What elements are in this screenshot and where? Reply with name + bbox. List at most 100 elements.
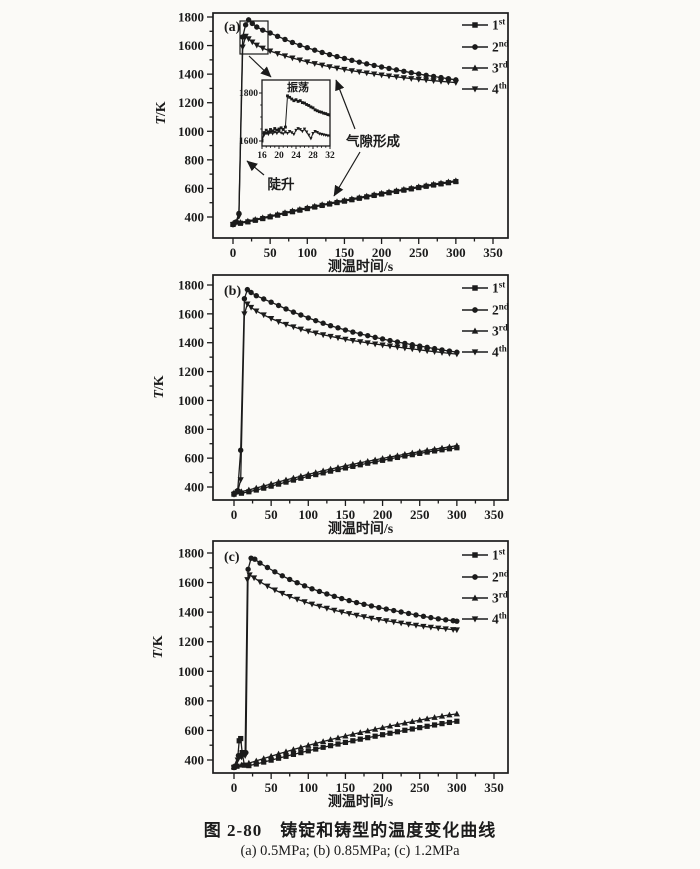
- legend-label: 1st: [492, 547, 505, 563]
- x-axis-label: 测温时间/s: [328, 793, 394, 810]
- panel-label: (c): [224, 550, 240, 565]
- annotation-text: 气隙形成: [345, 133, 400, 149]
- legend-label: 2nd: [492, 569, 509, 585]
- x-axis-label: 测温时间/s: [328, 520, 394, 537]
- svg-text:16: 16: [257, 151, 267, 161]
- axis-ticks: [207, 284, 495, 506]
- legend-label: 1st: [492, 280, 505, 296]
- y-tick-label: 1600: [178, 306, 204, 321]
- x-tick-label: 0: [230, 245, 237, 260]
- y-tick-label: 1000: [178, 393, 204, 408]
- y-tick-label: 800: [185, 152, 205, 167]
- plot-box: [212, 12, 509, 239]
- x-tick-label: 100: [299, 780, 319, 795]
- x-tick-label: 100: [298, 245, 318, 260]
- x-tick-label: 150: [335, 245, 355, 260]
- series-1st: [231, 445, 460, 497]
- x-tick-label: 300: [446, 245, 466, 260]
- annotation-arrow: [333, 151, 361, 197]
- series-3rd: [229, 177, 459, 227]
- x-tick-label: 200: [372, 245, 392, 260]
- series-2nd: [231, 286, 460, 497]
- y-tick-label: 1200: [178, 634, 204, 649]
- series-2nd: [231, 555, 460, 770]
- panel-label: (a): [224, 20, 241, 35]
- y-tick-label: 1800: [178, 10, 204, 25]
- x-tick-label: 250: [410, 507, 430, 522]
- series-4th: [230, 301, 460, 498]
- x-tick-label: 0: [231, 780, 238, 795]
- y-tick-label: 1200: [178, 364, 204, 379]
- chart-b: 0 50 100 150 200 250 300 350 400 600 800 1000 1200 14…: [152, 274, 509, 537]
- legend-label: 2nd: [492, 39, 509, 55]
- series-4th: [230, 572, 460, 771]
- y-tick-label: 600: [185, 451, 205, 466]
- y-tick-label: 1400: [178, 605, 204, 620]
- series-1st: [231, 718, 460, 770]
- y-axis-label: T/K: [151, 635, 166, 658]
- series-3rd: [230, 710, 460, 770]
- x-tick-label: 350: [484, 507, 504, 522]
- svg-text:24: 24: [291, 151, 301, 161]
- figure-caption: 图 2-80 铸锭和铸型的温度变化曲线: [203, 821, 497, 840]
- y-tick-label: 800: [185, 693, 205, 708]
- annotation-arrow: [246, 160, 265, 176]
- legend: 1st 2nd 3rd 4th: [462, 547, 509, 627]
- inset-title: 振荡: [287, 80, 309, 94]
- legend: 1st 2nd 3rd 4th: [462, 280, 509, 360]
- axis-ticks: [207, 552, 495, 779]
- x-tick-label: 50: [265, 507, 278, 522]
- annotation-text: 陡升: [268, 176, 295, 192]
- series-4th: [229, 33, 459, 229]
- x-tick-label: 50: [265, 780, 278, 795]
- figure-subcaption: (a) 0.5MPa; (b) 0.85MPa; (c) 1.2MPa: [240, 843, 460, 859]
- y-tick-label: 1600: [178, 575, 204, 590]
- x-tick-label: 200: [373, 507, 393, 522]
- y-axis-label: T/K: [154, 101, 169, 124]
- panel-label: (b): [224, 284, 241, 299]
- series-3rd: [230, 442, 460, 496]
- svg-text:32: 32: [325, 151, 335, 161]
- y-tick-label: 800: [185, 422, 205, 437]
- x-tick-label: 250: [409, 245, 429, 260]
- svg-text:20: 20: [274, 151, 284, 161]
- x-tick-label: 300: [447, 507, 467, 522]
- x-tick-label: 350: [484, 780, 504, 795]
- x-tick-label: 300: [447, 780, 467, 795]
- y-tick-label: 1800: [178, 546, 204, 561]
- annotation-arrow: [335, 79, 356, 130]
- x-tick-label: 250: [410, 780, 430, 795]
- y-tick-label: 1400: [178, 67, 204, 82]
- x-tick-label: 100: [299, 507, 319, 522]
- annotation-arrow: [248, 55, 272, 78]
- legend-label: 1st: [492, 17, 505, 33]
- legend-label: 2nd: [492, 302, 509, 318]
- y-tick-label: 400: [185, 210, 205, 225]
- x-axis-label: 测温时间/s: [328, 258, 394, 275]
- y-tick-label: 600: [185, 723, 205, 738]
- legend-label: 4th: [492, 611, 507, 627]
- svg-text:1600: 1600: [239, 137, 258, 147]
- legend: 1st 2nd 3rd 4th: [462, 17, 509, 97]
- legend-label: 3rd: [492, 590, 508, 606]
- x-tick-label: 0: [231, 507, 238, 522]
- y-tick-label: 400: [185, 480, 205, 495]
- y-tick-label: 1000: [178, 124, 204, 139]
- x-tick-label: 200: [373, 780, 393, 795]
- x-tick-label: 50: [264, 245, 277, 260]
- y-tick-label: 400: [185, 753, 205, 768]
- svg-text:28: 28: [308, 151, 318, 161]
- y-tick-label: 1600: [178, 38, 204, 53]
- legend-label: 4th: [492, 344, 507, 360]
- svg-text:1800: 1800: [239, 89, 258, 99]
- legend-label: 3rd: [492, 60, 508, 76]
- x-tick-label: 350: [483, 245, 503, 260]
- axis-ticks: [207, 16, 494, 244]
- y-tick-label: 1200: [178, 95, 204, 110]
- x-tick-label: 150: [336, 507, 356, 522]
- x-tick-label: 150: [336, 780, 356, 795]
- plot-box: [212, 274, 509, 501]
- peak-zoom-rect: [239, 20, 269, 55]
- legend-label: 3rd: [492, 323, 508, 339]
- legend-label: 4th: [492, 81, 507, 97]
